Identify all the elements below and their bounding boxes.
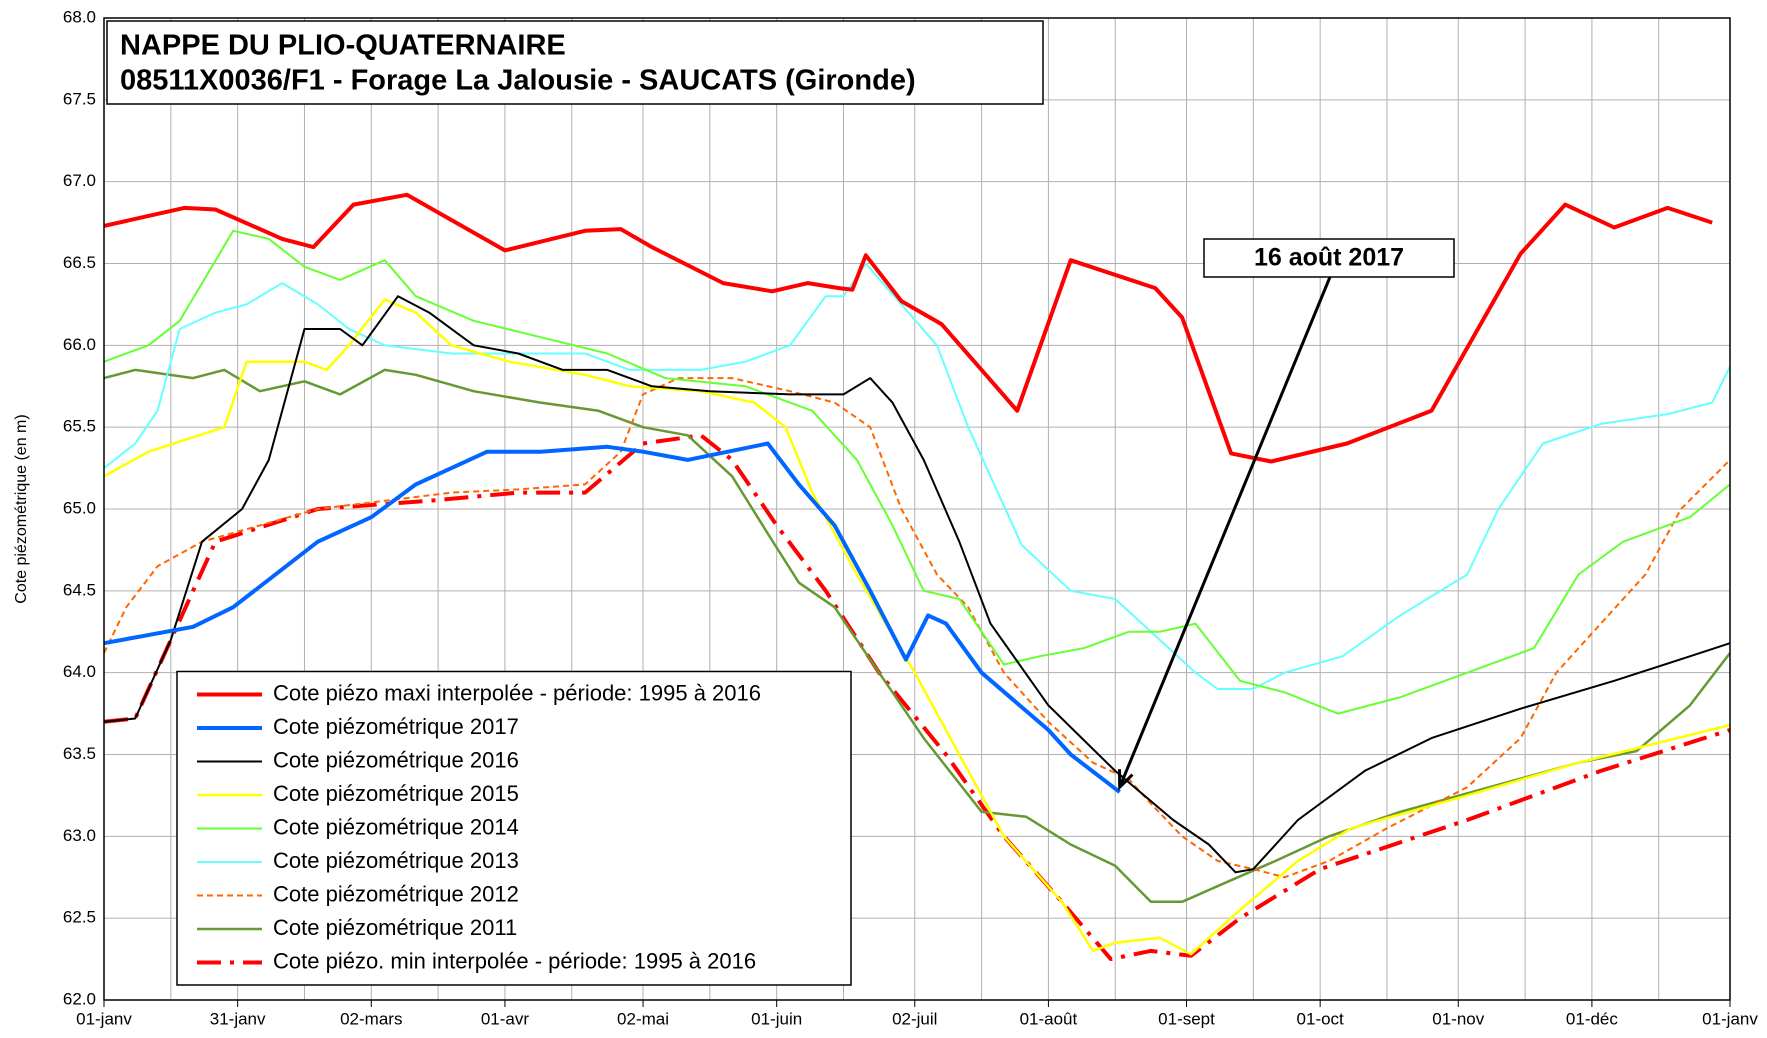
y-tick-label: 67.0 (63, 171, 96, 190)
series-line (103, 298, 1731, 956)
legend-box (176, 670, 852, 986)
annotation-box (1203, 238, 1455, 278)
x-tick-label: 01-août (1020, 1009, 1078, 1028)
y-tick-label: 63.0 (63, 826, 96, 845)
y-tick-label: 64.5 (63, 580, 96, 599)
series-line (103, 192, 1713, 464)
title-box (106, 20, 1044, 105)
legend-label: Cote piézo maxi interpolée - période: 19… (273, 680, 761, 705)
x-tick-label: 02-mars (340, 1009, 402, 1028)
series-line (103, 262, 1731, 690)
series-line (103, 229, 1731, 715)
x-tick-label: 01-janv (1702, 1009, 1758, 1028)
x-tick-label: 01-oct (1297, 1009, 1345, 1028)
y-tick-label: 66.5 (63, 253, 96, 272)
legend-label: Cote piézométrique 2015 (273, 781, 519, 806)
legend-label: Cote piézométrique 2012 (273, 881, 519, 906)
annotation: 16 août 2017 (1118, 238, 1455, 791)
y-tick-label: 62.0 (63, 989, 96, 1008)
x-tick-label: 01-juin (751, 1009, 802, 1028)
series-line (103, 441, 1121, 794)
legend-label: Cote piézométrique 2014 (273, 814, 519, 839)
y-tick-label: 67.5 (63, 89, 96, 108)
legend-label: Cote piézométrique 2013 (273, 848, 519, 873)
legend: Cote piézo maxi interpolée - période: 19… (176, 670, 852, 986)
plot-frame (103, 17, 1731, 1001)
chart-subtitle: 08511X0036/F1 - Forage La Jalousie - SAU… (120, 65, 916, 97)
annotation-text: 16 août 2017 (1254, 244, 1404, 272)
y-tick-label: 65.0 (63, 498, 96, 517)
x-tick-label: 01-nov (1432, 1009, 1484, 1028)
x-tick-label: 01-janv (76, 1009, 132, 1028)
y-tick-label: 63.5 (63, 744, 96, 763)
annotation-arrowhead (1118, 769, 1134, 791)
y-tick-label: 68.0 (63, 7, 96, 26)
legend-label: Cote piézométrique 2017 (273, 714, 519, 739)
y-tick-label: 62.5 (63, 908, 96, 927)
chart-title: NAPPE DU PLIO-QUATERNAIRE (120, 30, 566, 62)
y-tick-label: 65.5 (63, 417, 96, 436)
x-tick-label: 01-déc (1566, 1009, 1618, 1028)
legend-label: Cote piézométrique 2011 (273, 915, 517, 940)
x-tick-label: 31-janv (210, 1009, 266, 1028)
series-line (103, 295, 1731, 874)
legend-label: Cote piézométrique 2016 (273, 747, 519, 772)
x-tick-label: 01-sept (1158, 1009, 1215, 1028)
x-tick-label: 02-juil (892, 1009, 937, 1028)
x-tick-label: 02-mai (617, 1009, 669, 1028)
y-axis-label: Cote piézométrique (en m) (13, 414, 30, 603)
x-tick-label: 01-avr (481, 1009, 530, 1028)
annotation-arrow (1118, 276, 1332, 788)
y-tick-label: 66.0 (63, 335, 96, 354)
lines (103, 192, 1731, 962)
legend-label: Cote piézo. min interpolée - période: 19… (273, 948, 756, 973)
y-tick-label: 64.0 (63, 662, 96, 681)
